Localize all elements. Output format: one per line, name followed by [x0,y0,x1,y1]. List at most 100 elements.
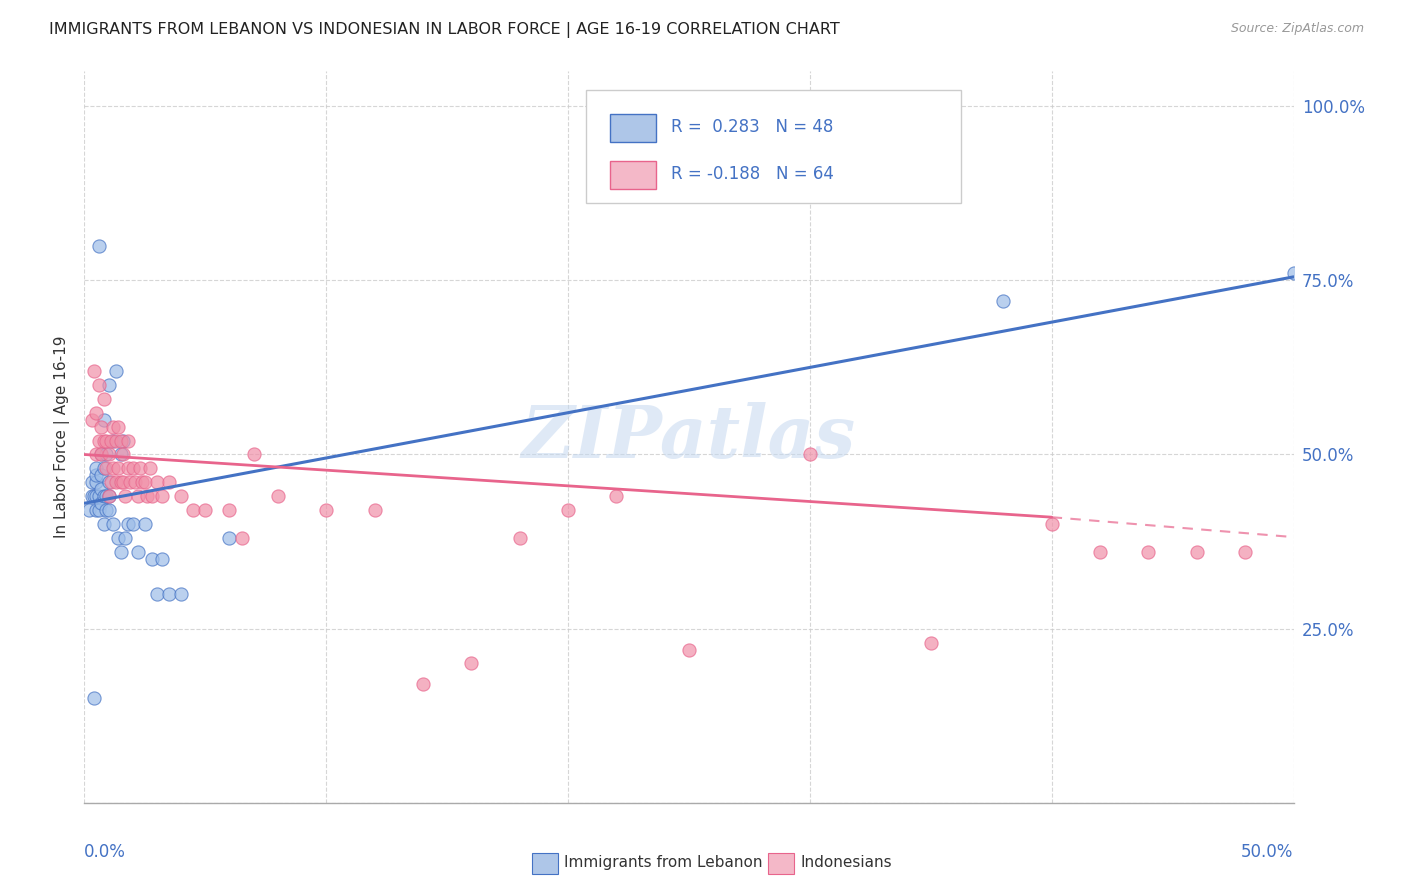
Point [146,587,169,601]
Point [231,531,253,545]
Point [83,489,105,503]
Point [97,448,120,462]
Point [127,545,149,559]
Point [136,489,159,503]
Point [141,552,163,566]
Point [141,489,163,503]
Point [157,475,180,490]
Point [121,461,143,475]
Point [114,489,136,503]
Point [86,406,108,420]
Point [121,517,143,532]
Point [87,377,110,392]
Point [920,635,942,649]
Point [80,475,103,490]
Point [94,503,117,517]
Point [87,503,110,517]
Point [93,412,115,426]
Point [150,552,173,566]
Point [86,448,108,462]
Point [90,468,112,483]
Text: ZIPatlas: ZIPatlas [522,401,856,473]
Bar [768,854,794,874]
Point [114,531,136,545]
Point [1040,517,1063,532]
Point [110,434,132,448]
Point [120,475,142,490]
Point [117,517,139,532]
Text: 0.0%: 0.0% [84,843,127,861]
Point [97,503,120,517]
Point [150,489,173,503]
Text: Indonesians: Indonesians [800,855,891,870]
Point [194,503,217,517]
Point [90,483,112,497]
Point [93,461,115,475]
Point [605,489,627,503]
Point [993,294,1015,309]
Point [110,545,132,559]
Point [124,475,146,490]
Point [86,461,108,475]
Point [86,503,108,517]
Text: IMMIGRANTS FROM LEBANON VS INDONESIAN IN LABOR FORCE | AGE 16-19 CORRELATION CHA: IMMIGRANTS FROM LEBANON VS INDONESIAN IN… [49,22,839,38]
Point [93,517,115,532]
Point [104,475,127,490]
Point [103,419,125,434]
Point [363,503,385,517]
Point [218,503,240,517]
Point [1234,545,1257,559]
Point [146,475,169,490]
Point [134,517,156,532]
FancyBboxPatch shape [586,90,962,203]
Point [460,657,482,671]
Point [80,489,103,503]
Point [170,489,193,503]
Point [678,642,700,657]
Point [103,517,125,532]
Point [90,419,112,434]
Point [110,448,132,462]
Bar [531,854,558,874]
Text: Source: ZipAtlas.com: Source: ZipAtlas.com [1230,22,1364,36]
Point [127,489,149,503]
Point [131,475,153,490]
Point [94,489,117,503]
Point [129,461,152,475]
Point [86,489,108,503]
Point [87,489,110,503]
Point [117,434,139,448]
Point [1137,545,1160,559]
Point [138,461,160,475]
Point [107,461,129,475]
Point [97,377,120,392]
Point [87,434,110,448]
Text: 50.0%: 50.0% [1241,843,1294,861]
Point [86,475,108,490]
Point [94,448,117,462]
Text: Immigrants from Lebanon: Immigrants from Lebanon [564,855,763,870]
Point [117,461,139,475]
Point [90,448,112,462]
Point [83,364,105,378]
Point [218,531,240,545]
Point [93,489,115,503]
Point [87,238,110,252]
Point [83,691,105,706]
Point [107,419,129,434]
Point [97,489,120,503]
Point [412,677,434,691]
Point [86,468,108,483]
Point [104,434,127,448]
Point [94,461,117,475]
Text: R = -0.188   N = 64: R = -0.188 N = 64 [671,166,834,184]
Point [267,489,290,503]
Point [100,475,122,490]
Point [509,531,531,545]
Bar [610,161,657,189]
Point [181,503,204,517]
Point [93,434,115,448]
Bar [610,114,657,142]
Point [112,434,135,448]
Point [1185,545,1208,559]
